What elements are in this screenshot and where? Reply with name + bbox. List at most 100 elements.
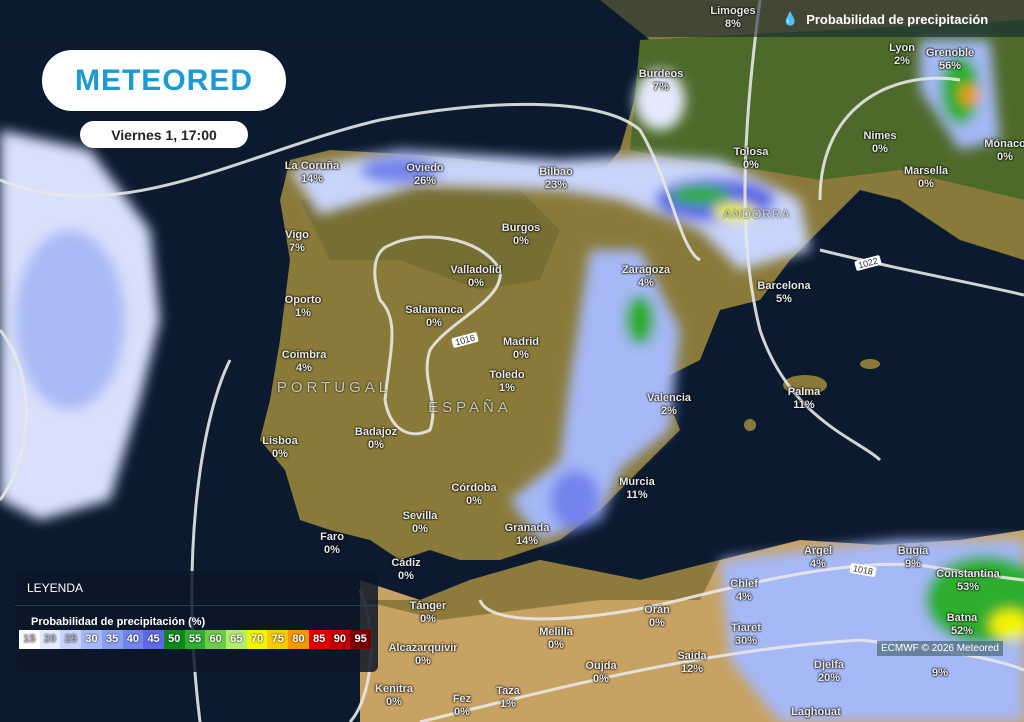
city-name: Palma: [787, 386, 821, 398]
city-probability: 0%: [593, 673, 609, 685]
city-probability: 11%: [626, 489, 648, 501]
city-name: Oporto: [284, 294, 322, 306]
city-probability: 4%: [810, 558, 826, 570]
legend-step: 20: [39, 630, 61, 649]
city-label: Mónaco 0%: [984, 138, 1024, 164]
country-label-andorra: ANDORRA: [723, 207, 791, 221]
city-probability: 0%: [466, 495, 482, 507]
city-name: Tolosa: [733, 146, 769, 158]
city-probability: 0%: [548, 639, 564, 651]
city-name: Marsella: [903, 165, 949, 177]
city-probability: 26%: [413, 175, 437, 187]
city-name: Melilla: [539, 626, 573, 638]
city-probability: 2%: [894, 55, 910, 67]
city-name: Valladolid: [450, 264, 502, 276]
legend-step: 40: [122, 630, 144, 649]
city-label: Salamanca 0%: [405, 304, 462, 330]
city-name: Oviedo: [406, 162, 444, 174]
forecast-date[interactable]: Viernes 1, 17:00: [80, 121, 248, 148]
city-probability: 0%: [420, 613, 436, 625]
city-label: Argel 4%: [804, 545, 832, 571]
city-label: Lisboa 0%: [262, 435, 297, 461]
city-label: Alcazarquivir 0%: [388, 642, 457, 668]
city-probability: 20%: [817, 672, 841, 684]
legend-step: 50: [163, 630, 185, 649]
precipitation-overlay: [0, 40, 1024, 722]
city-name: Alcazarquivir: [388, 642, 458, 654]
city-probability: 0%: [426, 317, 442, 329]
city-label: Saida 12%: [677, 650, 706, 676]
city-probability: 0%: [513, 235, 529, 247]
city-probability: 9%: [905, 558, 921, 570]
city-name: Mónaco: [984, 138, 1024, 150]
legend-step: 55: [184, 630, 206, 649]
top-bar: [0, 0, 1024, 37]
credit: ECMWF © 2026 Meteored: [877, 641, 1003, 656]
city-label: Orán 0%: [644, 604, 670, 630]
legend-step: 95: [350, 630, 371, 649]
city-name: Burgos: [501, 222, 541, 234]
legend-step: 90: [329, 630, 351, 649]
legend-step: 30: [81, 630, 102, 649]
city-label: Nimes 0%: [863, 130, 896, 156]
city-name: Taza: [496, 685, 520, 697]
city-label: Marsella 0%: [904, 165, 948, 191]
city-name: Toledo: [489, 369, 525, 381]
meteored-logo[interactable]: METEORED: [42, 50, 286, 111]
city-probability: 0%: [649, 617, 665, 629]
city-probability: 1%: [500, 698, 516, 710]
legend-step: 85: [308, 630, 330, 649]
city-probability: 0%: [368, 439, 384, 451]
legend-step: 15: [19, 630, 40, 649]
legend-subtitle: Probabilidad de precipitación (%): [31, 616, 206, 628]
city-label: Oporto 1%: [285, 294, 322, 320]
city-label: Oujda 0%: [585, 660, 616, 686]
city-probability: 23%: [544, 179, 568, 191]
city-label: Bugía 9%: [898, 545, 929, 571]
country-label-espana: ESPAÑA: [428, 399, 512, 416]
city-name: Zaragoza: [621, 264, 671, 276]
city-label: Grenoble 56%: [926, 47, 974, 73]
city-label: Faro 0%: [320, 531, 344, 557]
city-probability: 1%: [499, 382, 515, 394]
city-label: Laghouat: [791, 706, 841, 719]
city-label: Palma 11%: [788, 386, 820, 412]
legend-panel: LEYENDA Probabilidad de precipitación (%…: [15, 571, 378, 672]
city-probability: 0%: [997, 151, 1013, 163]
city-name: Tánger: [409, 600, 447, 612]
city-label: Taza 1%: [496, 685, 520, 711]
city-probability: 4%: [638, 277, 654, 289]
city-label: Constantina 53%: [936, 568, 1000, 594]
city-label: Coimbra 4%: [282, 349, 327, 375]
city-label: Fez 0%: [453, 693, 471, 719]
city-label: Oviedo 26%: [406, 162, 443, 188]
city-probability: 0%: [415, 655, 431, 667]
country-label-portugal: PORTUGAL: [276, 379, 392, 396]
city-name: Granada: [504, 522, 550, 534]
city-probability: 0%: [398, 570, 414, 582]
city-label: Chlef 4%: [730, 578, 758, 604]
city-label: Toledo 1%: [489, 369, 524, 395]
city-label: Valencia 2%: [647, 392, 691, 418]
city-name: Saida: [677, 650, 707, 662]
city-probability: 5%: [776, 293, 792, 305]
city-probability: 30%: [734, 635, 758, 647]
city-probability: 0%: [454, 706, 470, 718]
city-probability: 0%: [513, 349, 529, 361]
legend-step: 45: [143, 630, 164, 649]
city-label: Valladolid 0%: [450, 264, 501, 290]
city-name: Grenoble: [925, 47, 975, 59]
city-name: Lyon: [889, 42, 915, 54]
city-name: Oujda: [585, 660, 617, 672]
legend-step: 80: [288, 630, 309, 649]
city-name: Chlef: [730, 578, 758, 590]
city-label: Cádiz 0%: [391, 557, 420, 583]
city-name: Laghouat: [791, 706, 841, 718]
city-probability: 2%: [661, 405, 677, 417]
city-name: Córdoba: [451, 482, 497, 494]
city-probability: 0%: [272, 448, 288, 460]
city-probability: 14%: [515, 535, 539, 547]
city-name: Batna: [946, 612, 978, 624]
city-probability: 0%: [386, 696, 402, 708]
city-name: Nimes: [863, 130, 897, 142]
